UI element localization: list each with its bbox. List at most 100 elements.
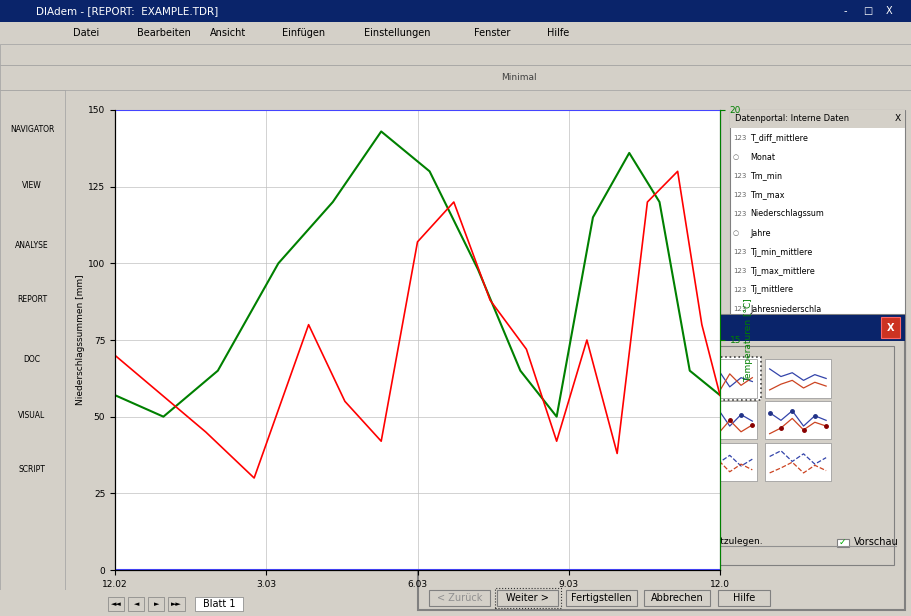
FancyBboxPatch shape <box>730 110 905 570</box>
FancyBboxPatch shape <box>196 598 243 611</box>
FancyBboxPatch shape <box>718 590 770 606</box>
FancyBboxPatch shape <box>836 538 848 546</box>
Text: Niederschlagssum: Niederschlagssum <box>750 209 824 219</box>
Text: ~∼: ~∼ <box>440 370 452 376</box>
Text: Bearbeiten: Bearbeiten <box>137 28 190 38</box>
Text: □: □ <box>863 6 872 16</box>
Text: Horizontal: Horizontal <box>460 510 508 519</box>
Text: Vorschau: Vorschau <box>854 537 899 547</box>
Text: Tm_min: Tm_min <box>750 171 782 180</box>
Text: Txt: Txt <box>732 325 744 331</box>
FancyBboxPatch shape <box>691 359 757 397</box>
FancyBboxPatch shape <box>0 44 911 65</box>
FancyBboxPatch shape <box>169 598 185 611</box>
Text: ◄: ◄ <box>134 601 139 607</box>
Text: -: - <box>844 6 847 16</box>
FancyBboxPatch shape <box>618 401 683 439</box>
Y-axis label: Niederschlagssummen [mm]: Niederschlagssummen [mm] <box>77 275 86 405</box>
FancyBboxPatch shape <box>618 443 683 481</box>
Text: ○: ○ <box>732 230 739 236</box>
Text: Balken: Balken <box>460 453 492 463</box>
FancyBboxPatch shape <box>108 598 125 611</box>
Text: ~∼: ~∼ <box>440 455 452 461</box>
FancyBboxPatch shape <box>691 401 757 439</box>
Text: ~∼: ~∼ <box>440 540 452 546</box>
FancyBboxPatch shape <box>881 317 899 338</box>
Text: REPORT: REPORT <box>17 296 47 304</box>
Text: 123: 123 <box>732 192 746 198</box>
Text: Fenster: Fenster <box>474 28 510 38</box>
Text: ✓: ✓ <box>839 538 846 547</box>
FancyBboxPatch shape <box>429 346 596 565</box>
FancyBboxPatch shape <box>566 590 637 606</box>
Y-axis label: Temperaturen [°C]: Temperaturen [°C] <box>744 298 753 382</box>
Text: DIAdem - [REPORT:  EXAMPLE.TDR]: DIAdem - [REPORT: EXAMPLE.TDR] <box>36 6 219 16</box>
Text: Monat: Monat <box>750 153 775 161</box>
Text: Einfügen: Einfügen <box>282 28 325 38</box>
FancyBboxPatch shape <box>765 359 831 397</box>
Text: NAVIGATOR: NAVIGATOR <box>10 126 54 134</box>
Text: Wählen Sie einen Typ aus, um das Aussehen des Diagramms festzulegen.: Wählen Sie einen Typ aus, um das Aussehe… <box>429 537 763 546</box>
Text: Tj_max_mittlere: Tj_max_mittlere <box>750 267 814 275</box>
Text: ▲: ▲ <box>578 355 584 365</box>
Text: ~∼: ~∼ <box>440 398 452 404</box>
FancyBboxPatch shape <box>618 359 683 397</box>
FancyBboxPatch shape <box>0 590 911 616</box>
Text: ANALYSE: ANALYSE <box>15 240 49 249</box>
FancyBboxPatch shape <box>730 110 905 128</box>
Text: VISUAL: VISUAL <box>18 410 46 419</box>
FancyBboxPatch shape <box>418 315 905 341</box>
Text: ►: ► <box>154 601 159 607</box>
Text: X: X <box>885 6 893 16</box>
Text: Diagramm-Assistent, Schritt 1 von 3: Diagramm-Assistent, Schritt 1 von 3 <box>427 322 669 334</box>
Text: ○: ○ <box>732 154 739 160</box>
Text: 123: 123 <box>732 287 746 293</box>
Text: Tj_mittlere: Tj_mittlere <box>750 285 793 294</box>
Text: Untertyp: Untertyp <box>616 338 659 348</box>
Text: ▼: ▼ <box>578 550 584 559</box>
FancyBboxPatch shape <box>605 346 894 565</box>
Text: Tm_max: Tm_max <box>750 190 784 200</box>
FancyBboxPatch shape <box>0 90 65 590</box>
FancyBboxPatch shape <box>688 357 761 400</box>
Text: Jahresniederschla: Jahresniederschla <box>750 304 822 314</box>
Text: Jahre: Jahre <box>750 229 771 238</box>
Text: Spline: Spline <box>460 397 489 405</box>
Text: Datenportal: Interne Daten: Datenportal: Interne Daten <box>734 115 849 123</box>
Text: < Zurück: < Zurück <box>436 593 482 602</box>
Text: Einstellungen: Einstellungen <box>364 28 431 38</box>
FancyBboxPatch shape <box>0 22 911 44</box>
Text: 123: 123 <box>732 135 746 141</box>
FancyBboxPatch shape <box>128 598 145 611</box>
Text: ◄◄: ◄◄ <box>111 601 121 607</box>
Text: ~∼: ~∼ <box>440 484 452 489</box>
FancyBboxPatch shape <box>765 401 831 439</box>
FancyBboxPatch shape <box>644 590 711 606</box>
Text: Polar: Polar <box>460 538 484 548</box>
Text: X: X <box>895 115 901 123</box>
FancyBboxPatch shape <box>0 65 911 90</box>
Text: Weiter >: Weiter > <box>507 593 549 602</box>
Text: Fertigstellen: Fertigstellen <box>571 593 631 602</box>
Text: ~∼: ~∼ <box>440 426 452 432</box>
Text: 123: 123 <box>732 173 746 179</box>
Text: Umriss: Umriss <box>460 482 493 491</box>
FancyBboxPatch shape <box>429 590 490 606</box>
Text: Linie: Linie <box>460 368 482 377</box>
Text: Hilfe: Hilfe <box>732 593 755 602</box>
Text: Ansicht: Ansicht <box>210 28 246 38</box>
Text: 123: 123 <box>732 306 746 312</box>
Text: VIEW: VIEW <box>22 180 42 190</box>
Text: 123: 123 <box>732 211 746 217</box>
Text: 123: 123 <box>732 249 746 255</box>
FancyBboxPatch shape <box>436 355 570 560</box>
Text: Diagrammtyp: Diagrammtyp <box>440 338 507 348</box>
Text: X: X <box>886 323 895 333</box>
Text: Tj_min_mittlere: Tj_min_mittlere <box>750 248 813 256</box>
FancyBboxPatch shape <box>570 355 592 560</box>
Text: T_diff_mittlere: T_diff_mittlere <box>750 134 808 142</box>
Text: Spikes: Spikes <box>460 425 490 434</box>
Text: Kommentare: Kommentare <box>750 323 803 333</box>
FancyBboxPatch shape <box>497 590 558 606</box>
FancyBboxPatch shape <box>691 443 757 481</box>
